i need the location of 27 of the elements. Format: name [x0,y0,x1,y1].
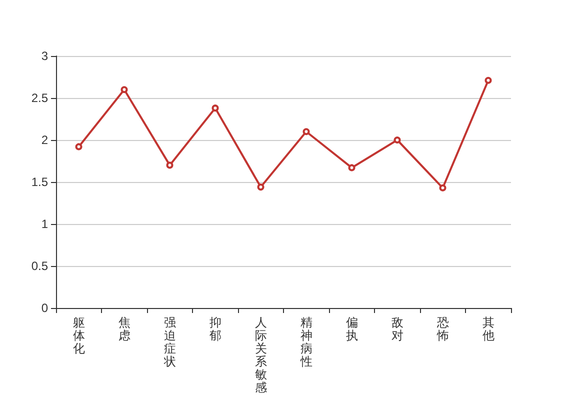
point [257,184,264,191]
point [302,128,310,136]
x-tick-label: 敌对 [391,316,404,342]
y-tick-label: 0 [41,301,48,315]
y-tick-label: 1.5 [31,175,48,189]
point [439,184,446,192]
y-tick-label: 3 [41,49,48,63]
x-tick-label: 抑郁 [209,316,222,342]
x-tick-label: 精神病性 [299,316,312,368]
y-tick-label: 2.5 [31,91,48,105]
x-tick-label: 恐怖 [436,316,449,342]
x-tick-label: 其他 [482,316,494,342]
x-tick-label: 躯体化 [72,316,85,356]
x-tick-label: 强迫症状 [162,316,176,368]
point [120,86,128,94]
point [484,76,492,84]
y-tick-label: 0.5 [31,259,48,273]
y-tick-label: 2 [41,133,48,147]
x-tick-label: 焦虑 [118,316,130,342]
point [348,164,356,172]
point [75,143,82,150]
y-tick-label: 1 [41,217,48,231]
x-tick-label: 人际关系敏感 [254,316,267,394]
point [212,104,219,112]
point [394,136,401,144]
x-tick-label: 偏执 [346,316,358,342]
point [166,162,174,169]
